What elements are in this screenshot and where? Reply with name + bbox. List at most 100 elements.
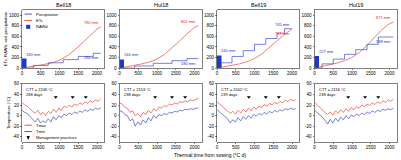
- svg-text:-20: -20: [13, 124, 20, 129]
- svg-text:Bell18: Bell18: [56, 2, 71, 8]
- svg-text:800: 800: [207, 23, 215, 28]
- svg-text:60: 60: [307, 81, 313, 86]
- svg-text:-40: -40: [110, 134, 117, 139]
- svg-text:40: 40: [112, 92, 118, 97]
- svg-text:40: 40: [307, 92, 313, 97]
- svg-text:0: 0: [21, 145, 24, 150]
- svg-text:1000: 1000: [204, 13, 215, 18]
- svg-text:20: 20: [14, 103, 20, 108]
- svg-text:500: 500: [37, 145, 45, 150]
- svg-text:600: 600: [12, 34, 20, 39]
- svg-text:1500: 1500: [171, 145, 182, 150]
- svg-text:800: 800: [12, 23, 20, 28]
- svg-text:0: 0: [118, 145, 121, 150]
- svg-text:0: 0: [212, 113, 215, 118]
- svg-text:0: 0: [216, 71, 219, 76]
- svg-text:40: 40: [14, 92, 20, 97]
- svg-text:780 mm: 780 mm: [84, 20, 99, 25]
- svg-text:1000: 1000: [54, 145, 65, 150]
- svg-text:20: 20: [112, 103, 118, 108]
- svg-text:Hul18: Hul18: [154, 2, 168, 8]
- svg-text:1000: 1000: [54, 71, 65, 76]
- svg-text:2000: 2000: [287, 71, 298, 76]
- svg-text:60: 60: [209, 81, 215, 86]
- svg-text:1500: 1500: [171, 71, 182, 76]
- svg-text:801 mm: 801 mm: [181, 19, 196, 24]
- svg-text:200: 200: [207, 55, 215, 60]
- svg-text:-40: -40: [208, 134, 215, 139]
- svg-text:400: 400: [109, 45, 117, 50]
- svg-text:Bell19: Bell19: [251, 2, 266, 8]
- svg-text:1000: 1000: [347, 145, 358, 150]
- svg-text:2000: 2000: [287, 145, 298, 150]
- svg-text:500: 500: [37, 71, 45, 76]
- svg-text:1500: 1500: [366, 145, 377, 150]
- svg-text:200: 200: [12, 55, 20, 60]
- svg-text:ETc, RAWd, and precipitation: ETc, RAWd, and precipitation: [3, 11, 8, 66]
- svg-text:2000: 2000: [384, 71, 395, 76]
- svg-text:2000: 2000: [384, 145, 395, 150]
- svg-text:Hul19: Hul19: [349, 2, 363, 8]
- svg-text:0: 0: [21, 71, 24, 76]
- svg-text:20: 20: [307, 103, 313, 108]
- svg-text:500: 500: [134, 145, 142, 150]
- svg-text:CTT = 2246 °C268 days: CTT = 2246 °C268 days: [26, 87, 53, 97]
- svg-text:588 mm: 588 mm: [376, 39, 391, 44]
- svg-text:-40: -40: [13, 134, 20, 139]
- svg-text:164 mm: 164 mm: [124, 52, 139, 57]
- svg-text:1500: 1500: [268, 145, 279, 150]
- svg-text:0: 0: [114, 113, 117, 118]
- svg-text:1000: 1000: [152, 71, 163, 76]
- svg-text:CTT = 2116 °C238 days: CTT = 2116 °C238 days: [319, 87, 346, 97]
- svg-text:1000: 1000: [249, 145, 260, 150]
- svg-text:200: 200: [109, 55, 117, 60]
- svg-text:ETc: ETc: [36, 18, 43, 23]
- svg-text:0: 0: [114, 66, 117, 71]
- svg-text:800: 800: [109, 23, 117, 28]
- svg-text:Tmax: Tmax: [36, 123, 46, 128]
- svg-text:180 mm: 180 mm: [181, 61, 196, 66]
- svg-text:227 mm: 227 mm: [319, 49, 334, 54]
- svg-text:0: 0: [309, 66, 312, 71]
- svg-text:500: 500: [329, 71, 337, 76]
- svg-text:871 mm: 871 mm: [376, 15, 391, 20]
- svg-text:1000: 1000: [9, 13, 20, 18]
- svg-text:280 mm: 280 mm: [84, 55, 99, 60]
- svg-text:Thermal time from sowing (°C d: Thermal time from sowing (°C d): [174, 152, 246, 158]
- svg-text:0: 0: [313, 145, 316, 150]
- svg-text:800: 800: [304, 23, 312, 28]
- svg-text:-20: -20: [208, 124, 215, 129]
- svg-text:0: 0: [17, 66, 20, 71]
- svg-text:240 mm: 240 mm: [221, 48, 236, 53]
- svg-text:2000: 2000: [189, 71, 200, 76]
- svg-text:0: 0: [212, 66, 215, 71]
- svg-text:600: 600: [304, 34, 312, 39]
- svg-text:200: 200: [304, 55, 312, 60]
- svg-text:1000: 1000: [249, 71, 260, 76]
- svg-text:500: 500: [232, 71, 240, 76]
- svg-text:1500: 1500: [366, 71, 377, 76]
- svg-text:600: 600: [207, 34, 215, 39]
- svg-text:20: 20: [209, 103, 215, 108]
- svg-text:0: 0: [313, 71, 316, 76]
- svg-text:2000: 2000: [92, 145, 103, 150]
- svg-text:1500: 1500: [268, 71, 279, 76]
- svg-text:400: 400: [12, 45, 20, 50]
- svg-text:0: 0: [17, 113, 20, 118]
- svg-text:500: 500: [329, 145, 337, 150]
- svg-text:1000: 1000: [107, 13, 118, 18]
- svg-text:0: 0: [216, 145, 219, 150]
- svg-text:0: 0: [118, 71, 121, 76]
- svg-text:1000: 1000: [152, 145, 163, 150]
- svg-text:400: 400: [207, 45, 215, 50]
- svg-text:60: 60: [14, 81, 20, 86]
- svg-text:500: 500: [232, 145, 240, 150]
- svg-text:500: 500: [134, 71, 142, 76]
- svg-text:0: 0: [309, 113, 312, 118]
- svg-text:Temperature (°C): Temperature (°C): [6, 96, 11, 129]
- svg-text:2000: 2000: [189, 145, 200, 150]
- svg-text:180 mm: 180 mm: [26, 52, 41, 57]
- svg-text:1000: 1000: [302, 13, 313, 18]
- svg-text:Tmin: Tmin: [36, 129, 45, 134]
- svg-text:737 mm: 737 mm: [275, 31, 290, 36]
